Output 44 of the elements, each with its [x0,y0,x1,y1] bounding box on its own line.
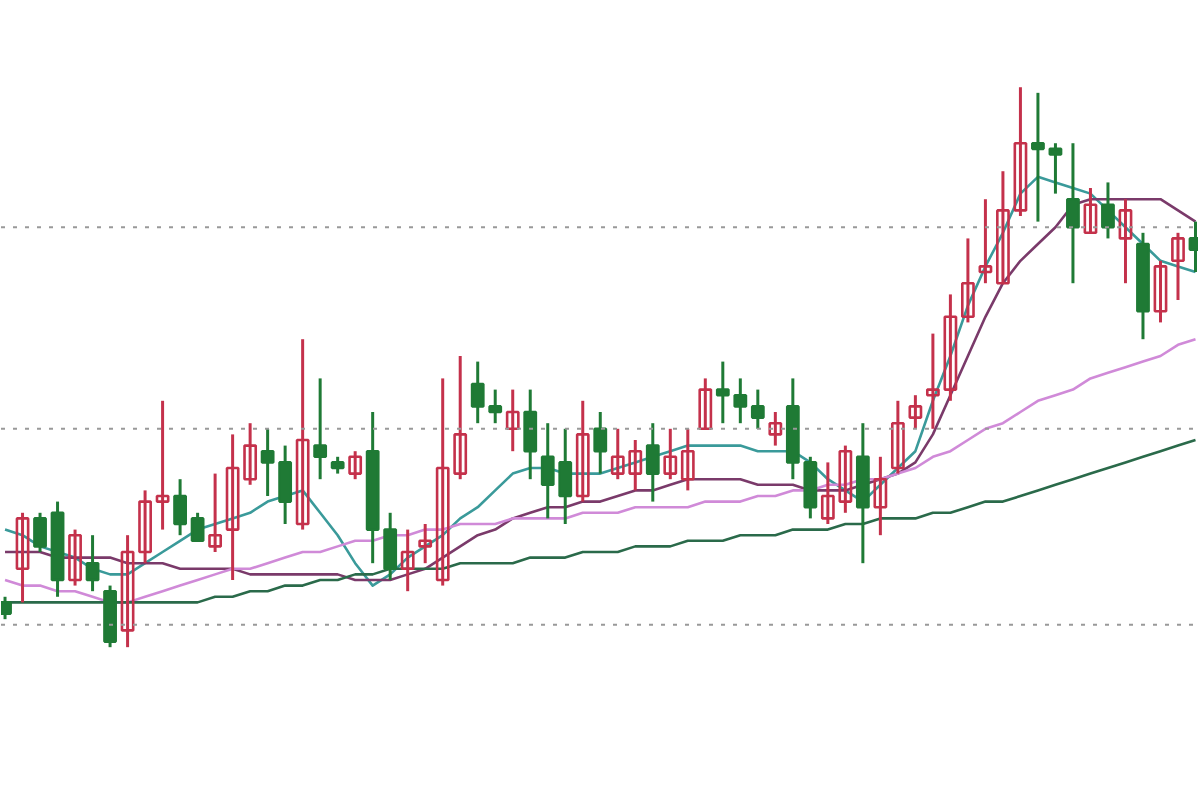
candlestick [768,410,783,448]
candlestick [68,528,82,588]
candlestick [1013,85,1028,218]
candlestick [260,427,275,498]
candlestick [698,376,713,431]
candlestick [961,236,975,324]
candlestick [15,511,30,604]
candlestick [978,197,993,285]
candlestick [278,444,293,526]
candlestick [505,388,520,453]
candlestick [715,360,730,425]
candlestick [733,376,748,425]
candlestick [1153,259,1168,324]
candlestick [138,488,152,565]
candlestick [645,421,660,504]
candlestick [593,410,608,476]
candlestick [890,399,905,476]
candlestick [120,533,135,649]
candlestick [173,477,187,537]
candlestick [85,533,100,593]
candlestick [1083,186,1098,235]
candlestick [295,337,310,532]
candlestick [1048,141,1063,196]
candlestick [33,511,47,554]
candlestick [680,427,695,492]
candlestick [908,393,923,431]
candlestick [575,399,590,504]
candlestick [400,528,415,593]
candlestick [523,388,538,481]
candlestick [873,455,888,537]
candlestick [1118,197,1133,285]
candlestick [1171,231,1185,302]
candlestick [418,522,433,565]
candlestick [313,376,328,481]
candlestick [1066,141,1080,285]
candlestick [155,399,170,532]
candlestick [750,388,765,431]
candlestick [1101,180,1115,240]
candlestick [190,511,205,543]
candlestick [663,427,678,481]
candlestick [1031,91,1045,224]
candlestick [996,169,1010,285]
candlestick [348,449,363,481]
candlestick [208,472,223,554]
